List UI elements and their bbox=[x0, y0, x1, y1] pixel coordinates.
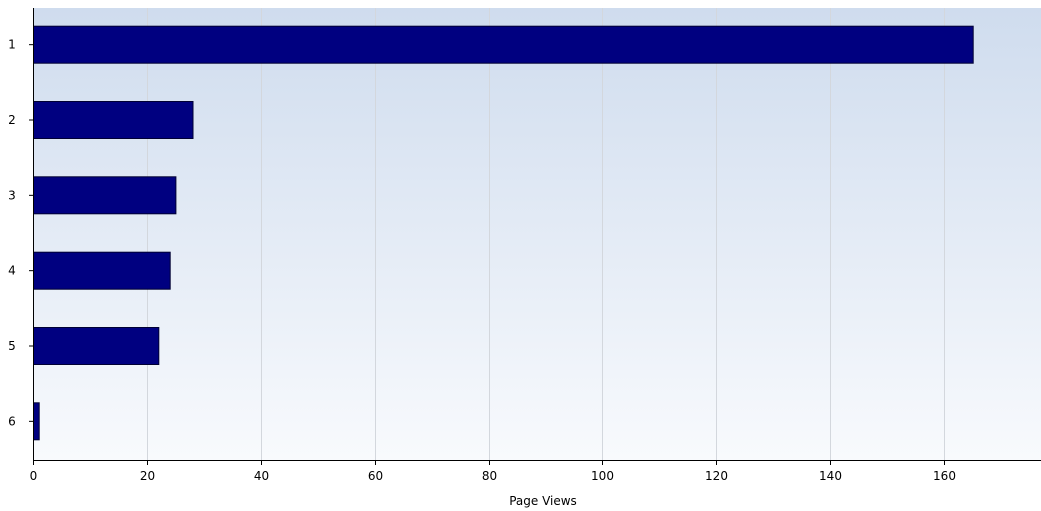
y-tick-label: 3 bbox=[8, 188, 16, 202]
x-tick-label: 100 bbox=[591, 469, 614, 483]
y-tick-label: 5 bbox=[8, 339, 16, 353]
bar bbox=[33, 327, 160, 365]
x-tick-label: 40 bbox=[254, 469, 269, 483]
y-tick-label: 4 bbox=[8, 264, 16, 278]
bar bbox=[33, 402, 40, 441]
bar bbox=[33, 251, 171, 290]
x-tick-label: 140 bbox=[819, 469, 842, 483]
x-tick-label: 80 bbox=[482, 469, 497, 483]
x-tick-label: 160 bbox=[933, 469, 956, 483]
bar bbox=[33, 101, 194, 139]
x-axis-title: Page Views bbox=[509, 494, 577, 508]
x-tick-label: 0 bbox=[30, 469, 38, 483]
plot-area bbox=[33, 8, 1041, 460]
y-tick-label: 1 bbox=[8, 38, 16, 52]
y-tick-label: 2 bbox=[8, 113, 16, 127]
x-tick-label: 120 bbox=[705, 469, 728, 483]
grid-lines bbox=[147, 8, 945, 460]
x-tick-label: 20 bbox=[140, 469, 155, 483]
x-axis-ticks: 0 20 40 60 80 100 120 140 160 bbox=[30, 460, 956, 483]
y-tick-label: 6 bbox=[8, 414, 16, 428]
bar bbox=[33, 25, 974, 64]
y-axis-ticks: 1 2 3 4 5 6 bbox=[8, 38, 33, 428]
x-tick-label: 60 bbox=[368, 469, 383, 483]
bar bbox=[33, 176, 177, 215]
